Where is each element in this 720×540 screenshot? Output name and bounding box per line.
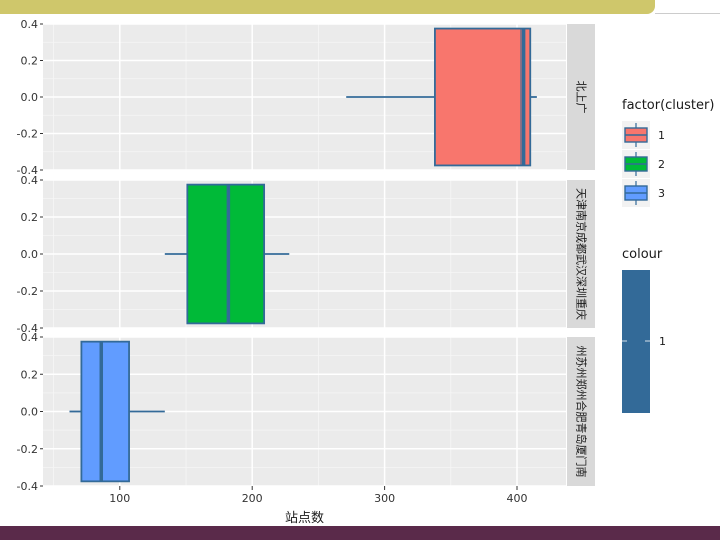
legend-colour-title: colour [622,247,663,262]
top-decoration-line [655,13,720,14]
legend-fill-label: 1 [658,129,665,142]
top-decoration-bar [0,0,655,14]
y-tick-label: 0.4 [21,331,39,344]
y-tick-label: 0.4 [21,18,39,31]
box [80,340,130,483]
y-tick-label: -0.4 [17,322,38,335]
legend-colour-label: 1 [659,335,666,348]
legend-fill-label: 2 [658,158,665,171]
y-tick-label: 0.0 [21,91,39,104]
y-tick-label: 0.2 [21,55,39,68]
y-tick-label: -0.2 [17,443,38,456]
x-tick-label: 100 [109,492,130,505]
y-tick-label: -0.2 [17,128,38,141]
facet-strip [567,180,595,328]
legend-colour-bar [622,270,650,413]
x-tick-label: 300 [374,492,395,505]
box [434,27,532,167]
x-tick-label: 200 [242,492,263,505]
facet-strip-label: 天津南京成都武汉深圳重庆 [575,188,589,320]
y-tick-label: 0.4 [21,174,39,187]
y-tick-label: 0.2 [21,368,39,381]
y-tick-label: -0.4 [17,480,38,493]
facet-strip [567,337,595,486]
x-tick-label: 400 [507,492,528,505]
bottom-decoration-bar [0,526,720,540]
y-tick-label: 0.0 [21,406,39,419]
y-tick-label: -0.4 [17,164,38,177]
facet-strip-label: 州苏州郑州合肥青岛厦门南 [575,346,589,478]
legend-fill-label: 3 [658,187,665,200]
y-tick-label: -0.2 [17,285,38,298]
y-tick-label: 0.0 [21,248,39,261]
y-tick-label: 0.2 [21,211,39,224]
x-axis-title: 站点数 [285,511,324,526]
facet-strip [567,24,595,170]
box [186,183,266,325]
legend-fill-title: factor(cluster) [622,98,714,113]
facet-strip-label: 北上广 [575,81,588,114]
